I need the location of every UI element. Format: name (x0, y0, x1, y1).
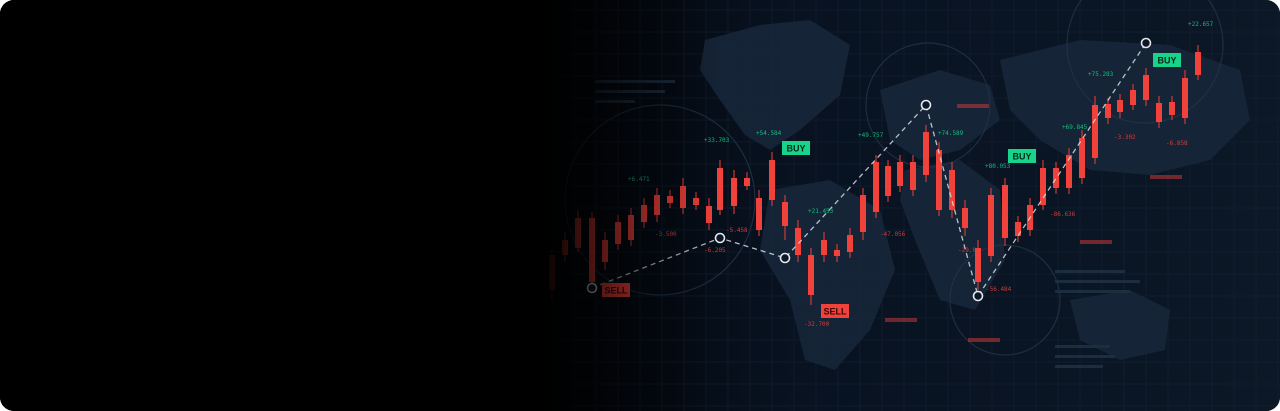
trading-banner: BUYBUYBUYSELLSELL +22.657+75.283+69.845+… (0, 0, 1280, 411)
left-fade (0, 0, 1280, 411)
candlestick-illustration: BUYBUYBUYSELLSELL +22.657+75.283+69.845+… (0, 0, 1280, 411)
